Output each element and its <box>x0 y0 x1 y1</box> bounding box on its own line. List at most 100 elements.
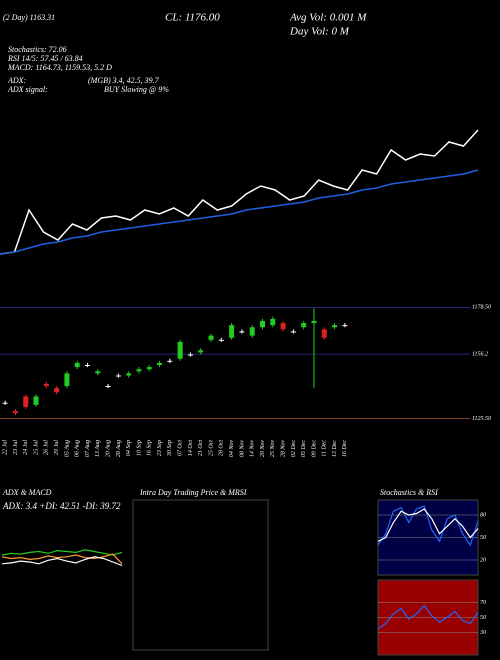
x-tick-label: 28 Aug <box>116 440 122 457</box>
candle-body <box>167 360 173 362</box>
candle-body <box>136 369 142 372</box>
candle-body <box>229 325 235 338</box>
candle-body <box>198 350 204 353</box>
candle-body <box>321 329 327 338</box>
panel-subtitle: ADX: 3.4 +DI: 42.51 -DI: 39.72 <box>2 501 121 511</box>
candle-body <box>280 323 286 330</box>
indicator: BUY Slowing @ 9% <box>104 85 169 94</box>
x-tick-label: 23 Sep <box>157 440 163 456</box>
series-line <box>377 505 479 547</box>
candle-body <box>74 362 80 368</box>
series-line <box>0 169 479 255</box>
x-tick-label: 21 Oct <box>198 440 204 456</box>
series-line <box>377 508 479 542</box>
y-tick-label: 1156.2 <box>472 351 488 357</box>
y-tick-label: 80 <box>480 512 486 518</box>
candle-body <box>218 339 224 341</box>
candle-body <box>115 375 121 377</box>
candle-body <box>43 383 49 386</box>
series-line <box>1 553 123 565</box>
x-tick-label: 13 Dec <box>332 440 338 457</box>
x-tick-label: 06 Aug <box>75 440 81 457</box>
x-tick-label: 09 Dec <box>311 440 317 457</box>
header-dayvol: Day Vol: 0 M <box>289 26 350 38</box>
x-tick-label: 07 Oct <box>178 440 184 456</box>
y-tick-label: 50 <box>480 615 486 621</box>
x-tick-label: 16 Sep <box>147 440 153 456</box>
x-tick-label: 28 Oct <box>219 440 225 456</box>
candle-body <box>64 373 70 386</box>
x-tick-label: 25 Jul <box>33 440 39 455</box>
x-tick-label: 11 Dec <box>322 440 328 457</box>
series-line <box>1 556 123 567</box>
y-tick-label: 1125.50 <box>472 416 491 422</box>
candle-body <box>260 320 265 328</box>
x-tick-label: 05 Aug <box>64 440 70 457</box>
candle-body <box>187 354 193 356</box>
x-tick-label: 20 Aug <box>105 440 111 457</box>
panel-title: ADX & MACD <box>2 488 52 497</box>
x-tick-label: 29 Jul <box>54 440 60 455</box>
candle-body <box>177 341 183 359</box>
x-tick-label: 20 Nov <box>260 440 266 458</box>
series-line <box>1 549 123 556</box>
candle-body <box>146 367 152 370</box>
x-tick-label: 24 Jul <box>22 440 29 455</box>
x-tick-label: 22 Jul <box>3 440 9 455</box>
indicator: (MGB) 3.4, 42.5, 39.7 <box>88 76 160 85</box>
candle-body <box>105 385 111 387</box>
indicator: MACD: 1164.73, 1159.53, 5.2 D <box>7 63 112 72</box>
y-tick-label: 1178.50 <box>472 305 491 311</box>
x-tick-label: 28 Nov <box>280 440 286 458</box>
x-tick-label: 14 Oct <box>187 440 194 456</box>
candle-body <box>85 365 90 366</box>
y-tick-label: 70 <box>480 600 486 606</box>
x-tick-label: 02 Dec <box>291 440 297 457</box>
x-tick-label: 25 Oct <box>208 440 214 456</box>
x-tick-label: 13 Aug <box>95 440 101 457</box>
x-tick-label: 07 Aug <box>85 440 91 457</box>
x-tick-label: 08 Nov <box>239 440 245 458</box>
panel-title: Stochastics & RSI <box>380 488 438 497</box>
candle-body <box>126 373 132 376</box>
x-tick-label: 23 Jul <box>13 440 19 455</box>
y-tick-label: 50 <box>480 535 486 541</box>
candle-body <box>311 320 317 324</box>
x-tick-label: 16 Dec <box>342 440 348 457</box>
header-cl: CL: 1176.00 <box>165 12 220 24</box>
candle-body <box>301 323 307 328</box>
candle-body <box>239 331 245 333</box>
x-tick-label: 04 Nov <box>228 440 235 458</box>
x-tick-label: 30 Sep <box>167 440 173 457</box>
x-tick-label: 25 Nov <box>270 440 276 458</box>
candle-body <box>54 388 60 393</box>
candle-body <box>2 402 8 404</box>
indicator: Stochastics: 72.06 <box>8 45 67 54</box>
candle-body <box>157 362 163 365</box>
candle-body <box>249 327 255 336</box>
header-close: (2 Day) 1163.31 <box>3 13 55 22</box>
candle-body <box>342 325 348 327</box>
candle-body <box>332 325 338 328</box>
candle-body <box>12 411 18 414</box>
y-tick-label: 20 <box>480 557 486 563</box>
candle-body <box>33 396 39 405</box>
indicator: ADX signal: <box>7 85 48 94</box>
candle-body <box>290 331 296 333</box>
x-tick-label: 04 Sep <box>125 440 132 456</box>
x-tick-label: 05 Dec <box>301 440 307 457</box>
candle-body <box>208 335 214 340</box>
indicator: ADX: <box>7 76 27 85</box>
indicator: RSI 14/5: 57.45 / 63.84 <box>7 54 83 63</box>
candle-body <box>270 318 276 326</box>
series-line <box>0 129 479 255</box>
intraday-panel <box>132 499 269 651</box>
x-tick-label: 26 Jul <box>44 440 50 455</box>
header-avgvol: Avg Vol: 0.001 M <box>289 12 367 24</box>
candle-body <box>23 396 29 407</box>
x-tick-label: 14 Nov <box>249 440 256 458</box>
y-tick-label: 30 <box>479 630 486 636</box>
series-line <box>377 604 479 630</box>
